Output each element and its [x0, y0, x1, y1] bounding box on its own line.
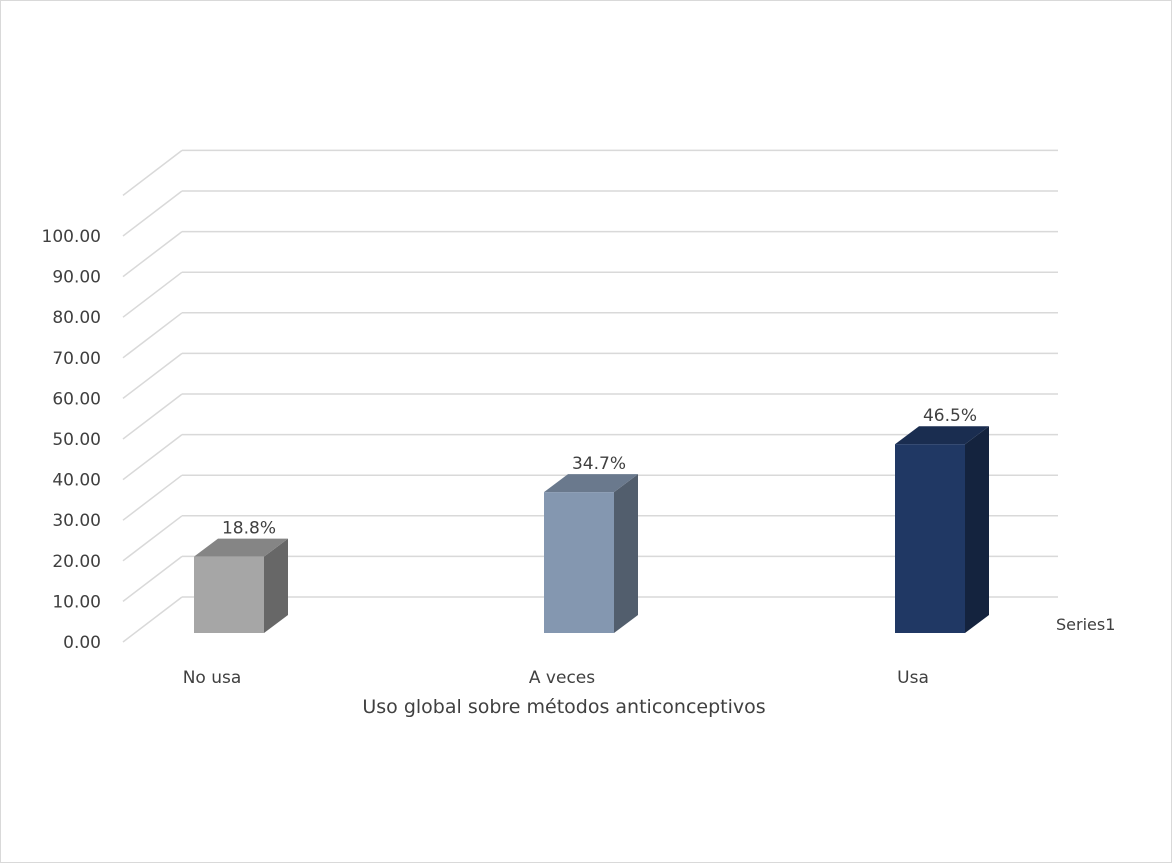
y-tick-label: 50.00: [52, 430, 101, 450]
gridline-diagonal: [122, 474, 183, 521]
y-tick-label: 20.00: [52, 552, 101, 572]
gridline-diagonal: [122, 271, 183, 318]
bar-side: [614, 474, 638, 633]
category-label: Usa: [897, 668, 929, 688]
category-label: No usa: [183, 668, 242, 688]
bar: [895, 426, 989, 633]
y-tick-label: 80.00: [52, 308, 101, 328]
gridline-diagonal: [122, 149, 183, 196]
gridline-diagonal: [122, 596, 183, 643]
data-label: 18.8%: [222, 519, 276, 539]
y-tick-label: 40.00: [52, 471, 101, 491]
gridline-diagonal: [122, 555, 183, 602]
bar-side: [264, 538, 288, 633]
bar-side: [965, 426, 989, 633]
y-tick-label: 60.00: [52, 389, 101, 409]
series-label: Series1: [1056, 615, 1115, 634]
gridline-diagonal: [122, 352, 183, 399]
bar: [544, 474, 638, 633]
y-tick-label: 100.00: [42, 227, 101, 247]
bar-top: [895, 426, 989, 445]
bar-top: [544, 474, 638, 493]
gridline-diagonal: [122, 190, 183, 237]
gridline-diagonal: [122, 434, 183, 481]
x-axis-categories: No usa A veces Usa: [183, 668, 929, 688]
y-axis-ticks: 0.00 10.00 20.00 30.00 40.00 50.00 60.00 70.00 8…: [42, 227, 101, 653]
bar: [194, 538, 288, 633]
bars: [194, 426, 989, 633]
gridline-diagonal: [122, 312, 183, 359]
y-tick-label: 90.00: [52, 268, 101, 288]
y-tick-label: 70.00: [52, 349, 101, 369]
gridline-diagonal: [122, 231, 183, 278]
gridline-diagonal: [122, 393, 183, 440]
bar-front: [895, 444, 965, 633]
gridline-diagonal: [122, 515, 183, 562]
x-axis-title: Uso global sobre métodos anticonceptivos: [362, 696, 765, 718]
data-labels: 18.8% 34.7% 46.5%: [222, 406, 977, 538]
y-tick-label: 10.00: [52, 592, 101, 612]
bar-front: [194, 556, 264, 633]
y-tick-label: 30.00: [52, 511, 101, 531]
y-tick-label: 0.00: [63, 633, 101, 653]
category-label: A veces: [529, 668, 595, 688]
bar-top: [194, 538, 288, 557]
data-label: 34.7%: [572, 454, 626, 474]
data-label: 46.5%: [923, 406, 977, 426]
bar-front: [544, 492, 614, 633]
